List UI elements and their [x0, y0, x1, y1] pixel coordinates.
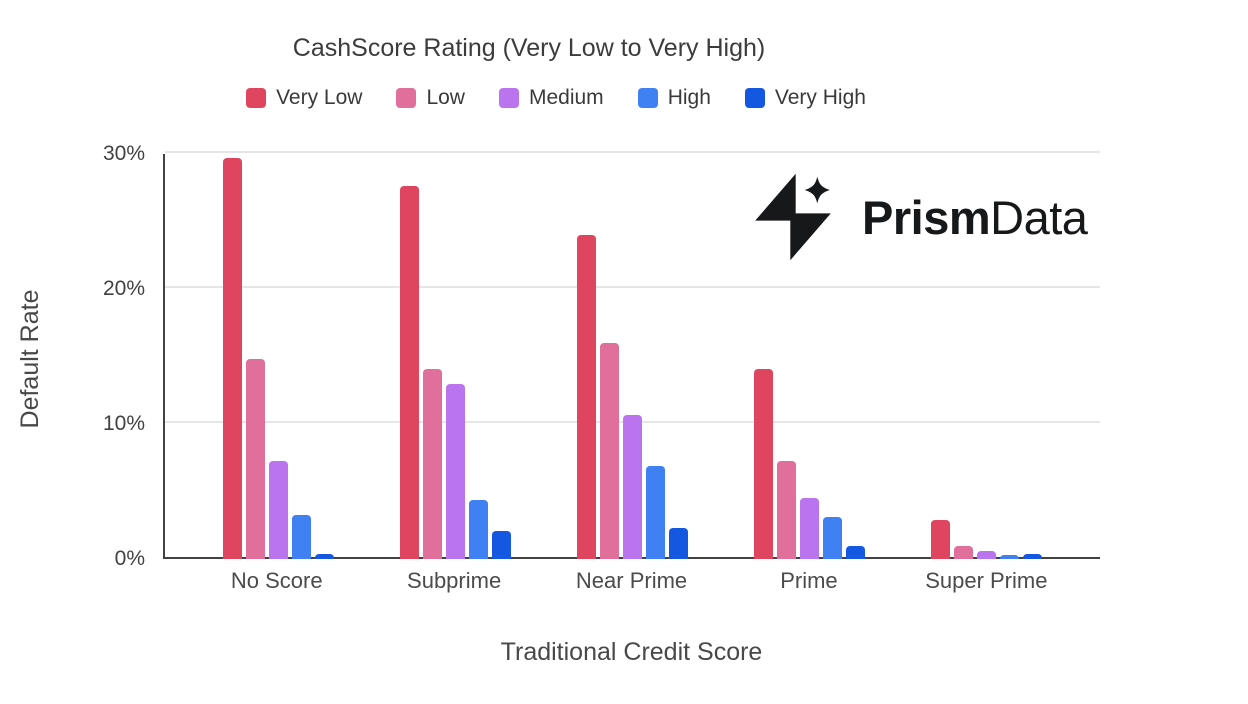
- y-tick-label: 20%: [102, 277, 145, 300]
- bar-prime-very-high: [846, 545, 865, 559]
- legend-label: Low: [426, 86, 465, 109]
- legend-swatch-very-low: [246, 88, 267, 108]
- y-tick-label: 0%: [114, 547, 145, 570]
- bar-group-prime: [754, 368, 865, 559]
- category-label-near-prime: Near Prime: [575, 568, 688, 593]
- category-label-super-prime: Super Prime: [925, 568, 1048, 593]
- legend-swatch-high: [637, 88, 658, 108]
- bar-super-prime-low: [954, 545, 973, 559]
- bar-no-score-low: [246, 359, 265, 559]
- bar-subprime-medium: [446, 383, 465, 559]
- bar-no-score-high: [292, 514, 311, 559]
- bar-group-subprime: [400, 186, 511, 559]
- legend-swatch-very-high: [744, 88, 765, 108]
- y-tick-label: 10%: [102, 412, 145, 435]
- bar-near-prime-very-high: [669, 528, 688, 559]
- bar-near-prime-very-low: [577, 235, 596, 559]
- x-axis-title: Traditional Credit Score: [500, 638, 763, 666]
- prismdata-wordmark: PrismData: [862, 190, 1088, 245]
- category-label-subprime: Subprime: [407, 568, 502, 593]
- bar-group-near-prime: [577, 235, 688, 559]
- legend-item-very-low: Very Low: [246, 86, 362, 110]
- x-labels: No Score Subprime Near Prime Prime Super Pri…: [163, 568, 1100, 594]
- legend-label: Very High: [774, 86, 866, 109]
- y-tick-label: 30%: [102, 142, 145, 165]
- prismdata-logo: PrismData: [748, 170, 1088, 264]
- y-ticks: 0% 10% 20% 30%: [0, 142, 155, 570]
- legend-swatch-low: [396, 88, 417, 108]
- bar-prime-medium: [800, 498, 819, 559]
- bar-subprime-very-low: [400, 186, 419, 559]
- category-label-prime: Prime: [780, 568, 838, 593]
- legend-item-low: Low: [396, 86, 465, 110]
- bar-group-super-prime: [931, 519, 1042, 559]
- bar-super-prime-high: [1000, 555, 1019, 559]
- chart-title: CashScore Rating (Very Low to Very High): [292, 34, 766, 62]
- wordmark-prism: Prism: [862, 190, 991, 244]
- legend-label: Very Low: [276, 86, 363, 109]
- bar-prime-high: [823, 517, 842, 559]
- bar-subprime-low: [423, 368, 442, 559]
- bar-near-prime-low: [600, 343, 619, 559]
- plot-area: [163, 151, 1100, 559]
- bar-near-prime-high: [646, 465, 665, 559]
- legend-label: Medium: [528, 86, 604, 109]
- bar-subprime-high: [469, 499, 488, 559]
- bar-subprime-very-high: [492, 530, 511, 559]
- bar-no-score-medium: [269, 460, 288, 559]
- gridline-30: [165, 151, 1100, 153]
- legend-item-medium: Medium: [498, 86, 604, 110]
- gridline-20: [165, 286, 1100, 288]
- bar-near-prime-medium: [623, 414, 642, 559]
- bar-super-prime-medium: [977, 550, 996, 559]
- legend-item-high: High: [637, 86, 711, 110]
- bar-no-score-very-low: [223, 158, 242, 559]
- bar-prime-very-low: [754, 368, 773, 559]
- category-label-no-score: No Score: [230, 568, 323, 593]
- bar-no-score-very-high: [315, 553, 334, 559]
- bar-super-prime-very-high: [1023, 553, 1042, 559]
- legend-swatch-medium: [498, 88, 519, 108]
- legend: Very Low Low Medium High Very High: [0, 86, 1112, 110]
- bar-groups: [165, 154, 1100, 559]
- legend-item-very-high: Very High: [744, 86, 866, 110]
- prismdata-bolt-sparkle-icon: [755, 173, 831, 261]
- bar-prime-low: [777, 460, 796, 559]
- wordmark-data: Data: [990, 190, 1088, 244]
- legend-label: High: [667, 86, 711, 109]
- bar-group-no-score: [223, 158, 334, 559]
- bar-super-prime-very-low: [931, 519, 950, 559]
